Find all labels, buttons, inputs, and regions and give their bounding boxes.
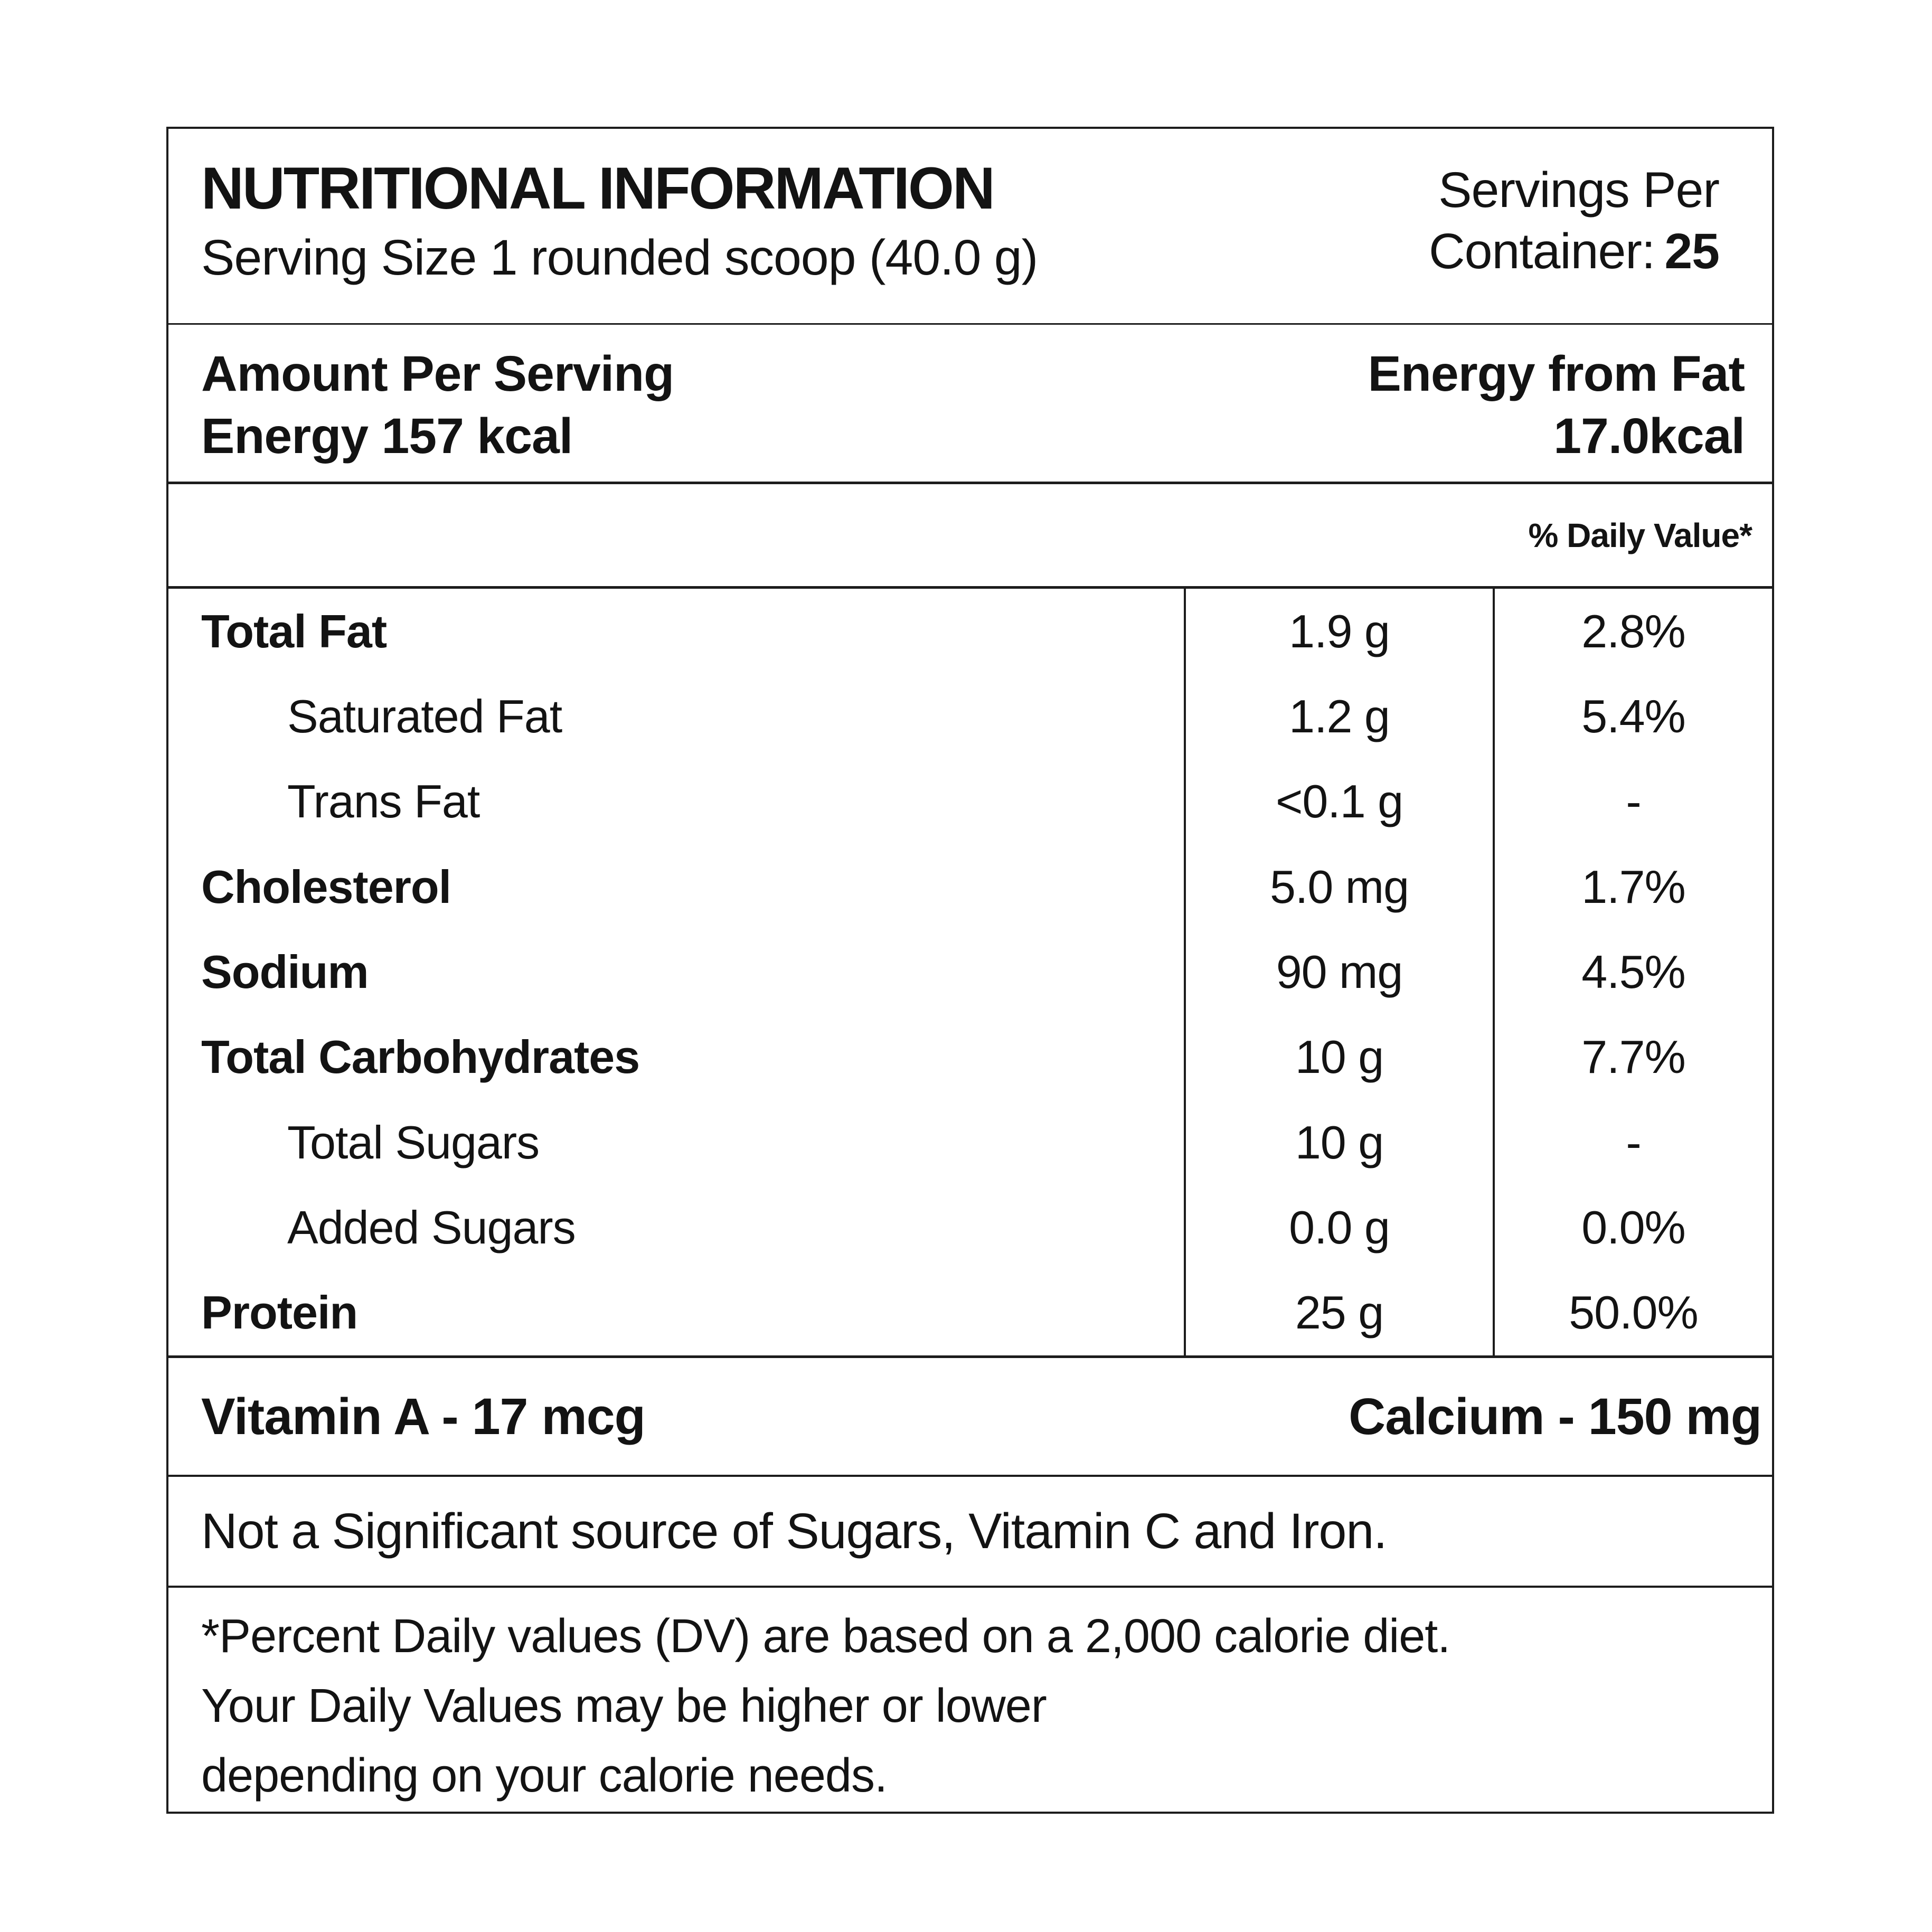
calcium-value: Calcium - 150 mg xyxy=(1349,1387,1762,1445)
note-row: Not a Significant source of Sugars, Vita… xyxy=(168,1475,1772,1586)
footnote-section: *Percent Daily values (DV) are based on … xyxy=(168,1586,1772,1812)
nutrient-amount: 1.9 g xyxy=(1184,589,1493,674)
energy-from-fat-value: 17.0kcal xyxy=(1553,408,1745,464)
micronutrient-row: Vitamin A - 17 mcg Calcium - 150 mg xyxy=(168,1355,1772,1475)
nutrient-name: Sodium xyxy=(201,945,369,998)
nutrient-name: Protein xyxy=(201,1286,358,1339)
energy-from-fat-label: Energy from Fat xyxy=(1368,346,1745,402)
nutrient-daily-value: 1.7% xyxy=(1493,844,1772,930)
daily-value-header-row: % Daily Value* xyxy=(168,482,1772,586)
nutrient-grid: Total Fat 1.9 g 2.8% Saturated Fat 1.2 g 5.4%… xyxy=(168,589,1772,1355)
energy-from-fat: Energy from Fat 17.0kcal xyxy=(1368,343,1745,482)
footnote-line: Your Daily Values may be higher or lower xyxy=(201,1680,1047,1732)
servings-per-line1: Servings Per xyxy=(1438,162,1720,218)
nutrient-amount: 25 g xyxy=(1184,1270,1493,1355)
nutrient-amount: <0.1 g xyxy=(1184,759,1493,844)
nutrient-daily-value: 7.7% xyxy=(1493,1014,1772,1100)
nutrient-daily-value: 50.0% xyxy=(1493,1270,1772,1355)
servings-per-container: Servings Per Container: 25 xyxy=(1429,156,1720,323)
nutrient-name: Trans Fat xyxy=(287,775,480,828)
vitamin-a-value: Vitamin A - 17 mcg xyxy=(201,1387,646,1445)
nutrient-table: Total Fat 1.9 g 2.8% Saturated Fat 1.2 g 5.4%… xyxy=(168,586,1772,1355)
header-left: NUTRITIONAL INFORMATION Serving Size 1 r… xyxy=(201,156,1038,323)
nutrient-amount: 90 mg xyxy=(1184,929,1493,1015)
nutrient-daily-value: 4.5% xyxy=(1493,929,1772,1015)
nutrient-amount: 5.0 mg xyxy=(1184,844,1493,930)
page-title: NUTRITIONAL INFORMATION xyxy=(201,155,995,221)
note-text: Not a Significant source of Sugars, Vita… xyxy=(201,1503,1388,1559)
nutrient-daily-value: - xyxy=(1493,759,1772,844)
daily-value-header: % Daily Value* xyxy=(1528,516,1752,554)
amount-left: Amount Per Serving Energy 157 kcal xyxy=(201,343,674,482)
nutrient-daily-value: 0.0% xyxy=(1493,1185,1772,1270)
serving-size-text: Serving Size 1 rounded scoop (40.0 g) xyxy=(201,230,1038,286)
nutrient-amount: 1.2 g xyxy=(1184,674,1493,759)
nutrient-daily-value: 2.8% xyxy=(1493,589,1772,674)
nutrient-daily-value: - xyxy=(1493,1099,1772,1185)
nutrient-name: Total Carbohydrates xyxy=(201,1031,640,1083)
nutrient-name: Total Sugars xyxy=(287,1116,540,1168)
nutrient-amount: 10 g xyxy=(1184,1099,1493,1185)
nutrient-daily-value: 5.4% xyxy=(1493,674,1772,759)
nutrient-name: Added Sugars xyxy=(287,1201,576,1254)
nutrient-amount: 10 g xyxy=(1184,1014,1493,1100)
container-value: 25 xyxy=(1664,223,1720,279)
nutrient-name: Total Fat xyxy=(201,605,387,657)
label-header: NUTRITIONAL INFORMATION Serving Size 1 r… xyxy=(168,129,1772,323)
nutrient-name: Cholesterol xyxy=(201,860,451,913)
amount-per-serving-label: Amount Per Serving xyxy=(201,346,674,402)
footnote-line: *Percent Daily values (DV) are based on … xyxy=(201,1610,1450,1663)
amount-section: Amount Per Serving Energy 157 kcal Energ… xyxy=(168,323,1772,482)
nutrient-name: Saturated Fat xyxy=(287,690,562,742)
nutrition-label: NUTRITIONAL INFORMATION Serving Size 1 r… xyxy=(166,127,1774,1814)
energy-value: Energy 157 kcal xyxy=(201,408,573,464)
servings-per-line2: Container: 25 xyxy=(1429,221,1720,282)
container-label: Container: xyxy=(1429,223,1655,279)
nutrient-amount: 0.0 g xyxy=(1184,1185,1493,1270)
footnote-line: depending on your calorie needs. xyxy=(201,1749,888,1802)
